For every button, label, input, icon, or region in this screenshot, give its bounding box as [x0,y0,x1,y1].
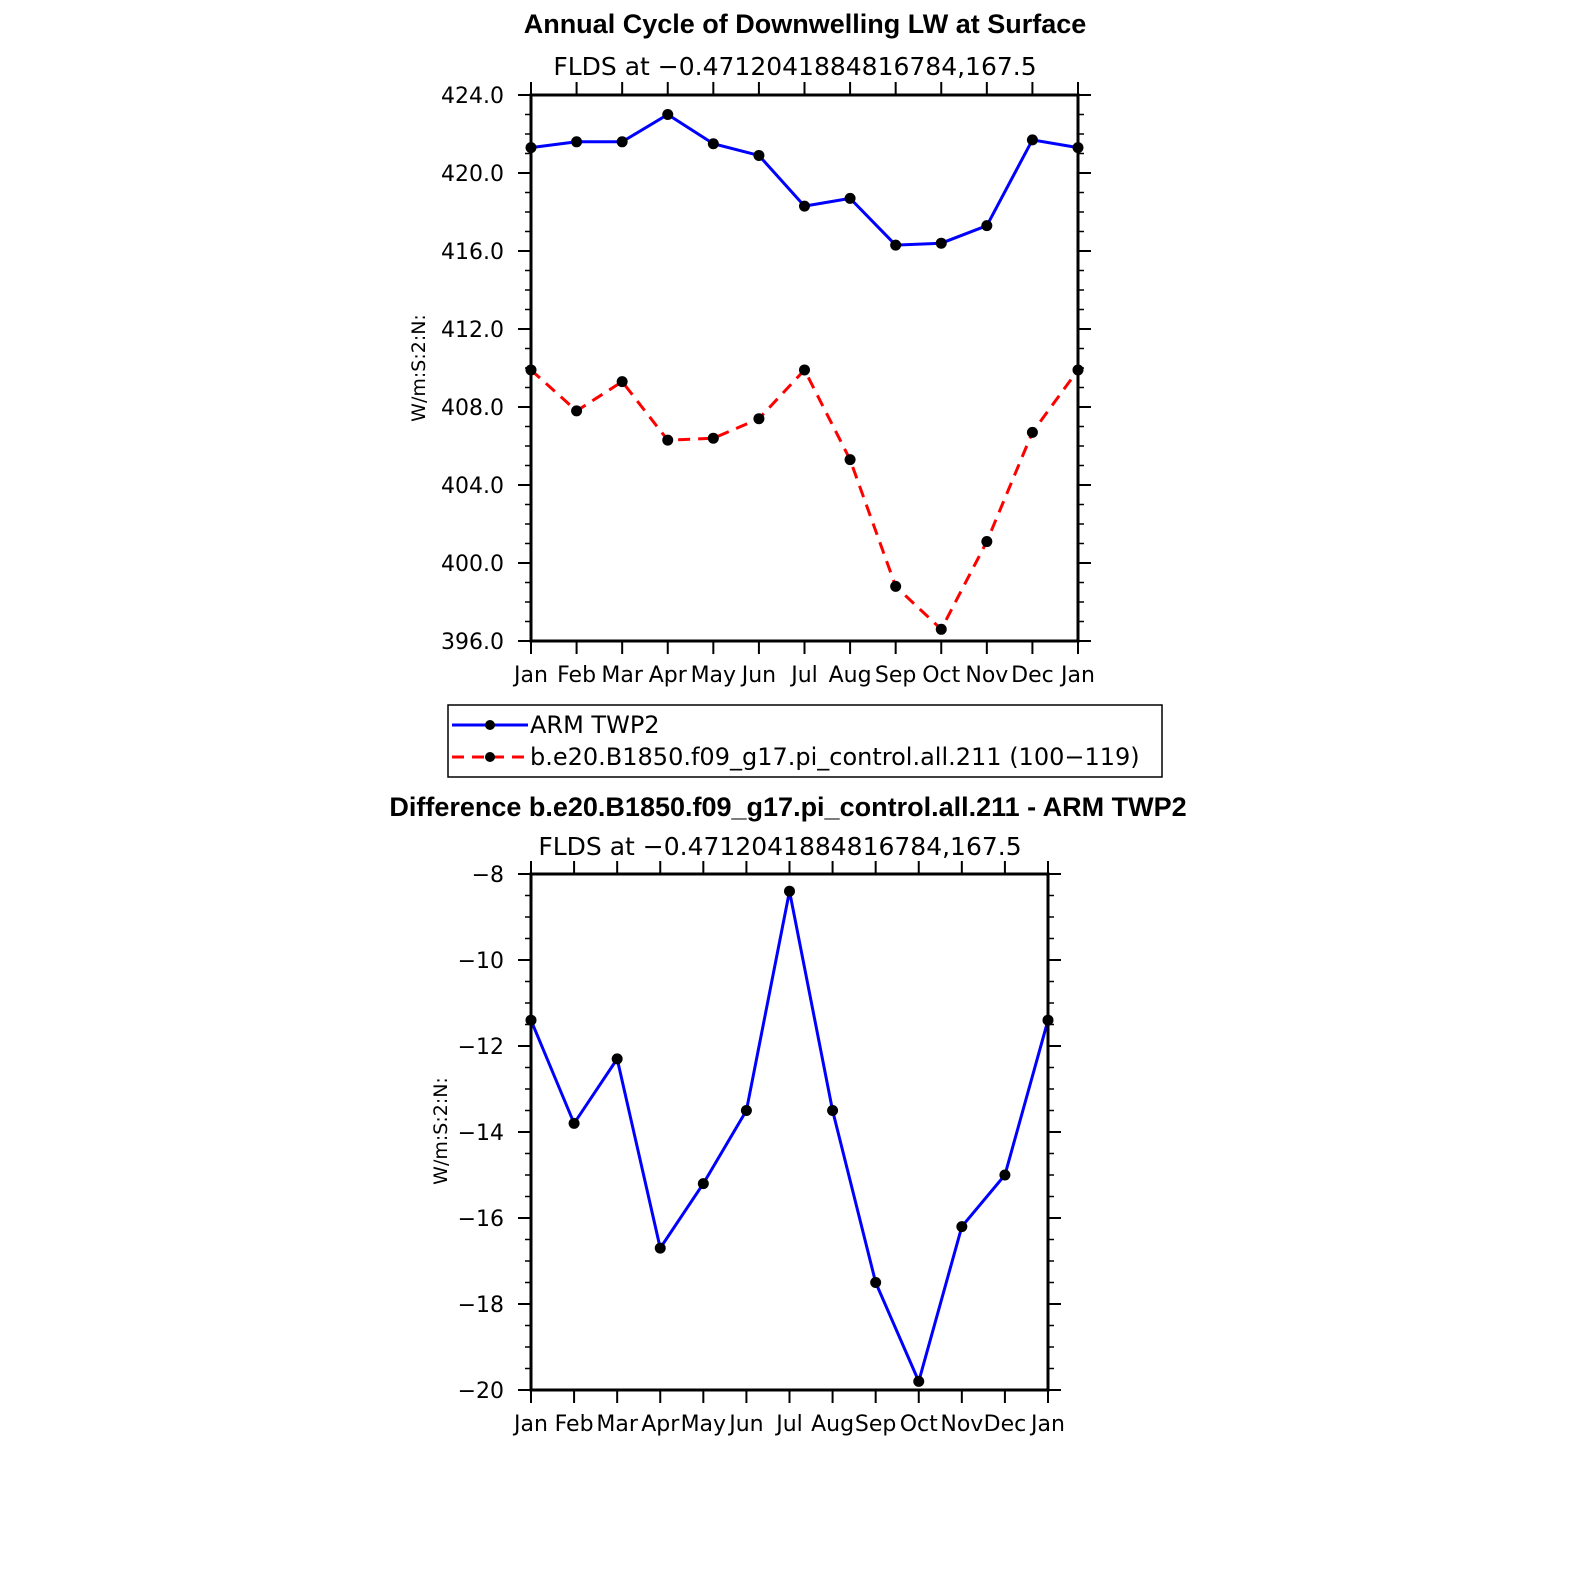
bottom-series-line-0 [529,890,1050,1386]
x-tick-label: Jun [727,1412,763,1437]
top-data-point [935,237,947,249]
bottom-chart-title: Difference b.e20.B1850.f09_g17.pi_contro… [389,792,1186,822]
bottom-data-point [740,1105,752,1116]
top-data-point [981,536,993,548]
x-tick-label: Jul [789,663,818,688]
x-tick-label: Sep [855,1412,896,1437]
top-data-point [890,580,902,592]
bottom-chart-y-axis-label: W/m:S:2:N: [430,1077,452,1185]
y-tick-label: 396.0 [441,630,504,655]
bottom-chart-subtitle: FLDS at −0.4712041884816784,167.5 [538,832,1021,861]
y-tick-label: 416.0 [441,240,504,265]
y-tick-label: 400.0 [441,552,504,577]
legend-entry-arm: ARM TWP2 [530,711,660,739]
top-chart-y-axis-label: W/m:S:2:N: [408,314,430,422]
x-tick-label: Apr [649,663,688,688]
x-tick-label: Jan [1059,663,1095,688]
bottom-data-point [697,1178,709,1190]
bottom-chart-frame [529,872,1050,1392]
x-tick-label: Nov [965,663,1008,688]
legend-entry-model: b.e20.B1850.f09_g17.pi_control.all.211 (… [530,743,1140,771]
y-tick-label: −10 [458,949,504,974]
top-data-point [1026,134,1038,146]
x-tick-label: Jun [740,663,776,688]
x-tick-label: Oct [900,1412,938,1437]
top-data-point [707,138,719,150]
top-data-point [662,109,674,120]
x-tick-label: Feb [557,663,596,688]
y-tick-label: 420.0 [441,162,504,187]
top-data-point [799,200,810,212]
y-tick-label: 424.0 [441,84,504,109]
x-tick-label: Nov [940,1412,983,1437]
y-tick-label: −8 [472,863,504,888]
top-data-point [981,220,993,232]
top-data-point [844,454,856,466]
x-tick-label: Jan [512,663,548,688]
legend: ARM TWP2 b.e20.B1850.f09_g17.pi_control.… [447,704,1163,778]
top-data-point [616,136,628,148]
bottom-data-point [913,1375,925,1387]
top-chart-frame [529,93,1080,643]
x-tick-label: Aug [829,663,872,688]
x-tick-label: Mar [596,1412,638,1437]
y-tick-label: −18 [458,1293,504,1318]
legend-marker-model [485,752,495,762]
legend-box [447,704,1163,778]
top-data-point [571,405,583,417]
y-tick-label: −12 [458,1035,504,1060]
x-tick-label: Feb [555,1412,594,1437]
bottom-data-point [654,1242,666,1254]
x-tick-label: Sep [875,663,916,688]
top-series-line-1 [529,367,1080,632]
x-tick-label: Jan [1029,1412,1065,1437]
x-tick-label: Oct [922,663,960,688]
y-tick-label: −14 [458,1121,504,1146]
x-tick-label: Jul [774,1412,803,1437]
bottom-chart: Difference b.e20.B1850.f09_g17.pi_contro… [389,792,1186,1437]
x-tick-label: May [681,1412,726,1437]
top-chart-subtitle: FLDS at −0.4712041884816784,167.5 [553,52,1036,81]
bottom-data-point [568,1117,580,1129]
y-tick-label: −16 [458,1207,504,1232]
x-tick-label: Dec [984,1412,1027,1437]
x-tick-label: Aug [811,1412,854,1437]
top-data-point [890,239,902,251]
y-tick-label: −20 [458,1379,504,1404]
x-tick-label: May [691,663,736,688]
x-tick-label: Apr [641,1412,680,1437]
x-tick-label: Jan [512,1412,548,1437]
top-data-point [662,434,674,446]
legend-marker-arm [485,720,495,730]
y-tick-label: 408.0 [441,396,504,421]
top-data-point [616,376,628,388]
x-tick-label: Dec [1011,663,1054,688]
top-data-point [799,364,810,376]
top-data-point [753,413,765,425]
bottom-data-point [956,1221,968,1233]
bottom-data-point [999,1169,1011,1181]
top-data-point [571,136,583,148]
top-data-point [935,623,947,635]
x-tick-label: Mar [601,663,643,688]
top-chart: Annual Cycle of Downwelling LW at Surfac… [408,9,1095,688]
top-data-point [1026,426,1038,438]
bottom-data-point [784,885,795,897]
top-series-line-0 [530,112,1079,247]
top-data-point [753,149,765,161]
bottom-data-point [870,1277,882,1288]
top-data-point [844,192,856,204]
bottom-data-point [827,1105,839,1116]
y-tick-label: 404.0 [441,474,504,499]
bottom-data-point [611,1053,623,1065]
top-chart-title: Annual Cycle of Downwelling LW at Surfac… [524,9,1087,39]
top-data-point [707,432,719,444]
y-tick-label: 412.0 [441,318,504,343]
